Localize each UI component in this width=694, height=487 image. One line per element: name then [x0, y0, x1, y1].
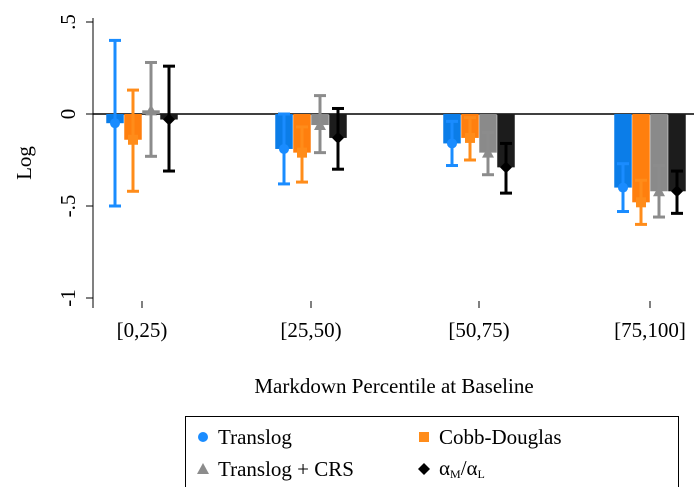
y-axis-title: Log: [12, 146, 36, 180]
point-marker: [653, 185, 665, 197]
legend-label-alpha-ratio: αM/αL: [439, 456, 485, 481]
point-marker: [465, 132, 475, 143]
point-marker: [279, 143, 289, 154]
point-marker: [110, 118, 120, 129]
legend-item-translog-crs: Translog + CRS: [196, 454, 354, 484]
point-marker: [314, 119, 326, 131]
point-marker: [447, 138, 457, 149]
bar: [650, 114, 668, 192]
legend-label-cobb-douglas: Cobb-Douglas: [439, 424, 562, 449]
point-marker: [128, 134, 138, 145]
point-marker: [671, 185, 683, 198]
circle-marker-icon: [198, 432, 208, 442]
y-tick-label: .5: [56, 14, 80, 30]
point-marker: [482, 146, 494, 158]
x-tick-label: [25,50): [280, 318, 341, 342]
x-axis-title: Markdown Percentile at Baseline: [254, 374, 533, 398]
x-tick-label: [0,25): [117, 318, 168, 342]
triangle-marker-icon: [197, 463, 209, 474]
bar: [614, 114, 632, 188]
legend-item-cobb-douglas: Cobb-Douglas: [417, 422, 562, 452]
legend-label-translog-crs: Translog + CRS: [218, 456, 354, 481]
point-marker: [297, 147, 307, 158]
plot-area: .5 0 -.5 -1 [0,25) [25,50) [50,75) [75,100]: [56, 14, 694, 342]
x-tick-label: [50,75): [448, 318, 509, 342]
legend: Translog Cobb-Douglas Translog + CRS αM/…: [185, 416, 679, 487]
legend-item-translog: Translog: [196, 422, 292, 452]
diamond-marker-icon: [418, 463, 430, 475]
point-marker: [500, 161, 512, 174]
point-marker: [332, 131, 344, 144]
y-tick-label: 0: [56, 109, 80, 120]
point-marker: [618, 182, 628, 193]
x-tick-label: [75,100]: [614, 318, 686, 342]
point-marker: [163, 113, 175, 126]
legend-item-alpha-ratio: αM/αL: [417, 454, 485, 484]
point-marker: [636, 197, 646, 208]
bar: [497, 114, 515, 168]
legend-label-translog: Translog: [218, 424, 292, 449]
square-marker-icon: [419, 432, 429, 442]
y-tick-label: -1: [56, 289, 80, 307]
y-tick-label: -.5: [56, 195, 80, 218]
point-marker: [145, 104, 157, 116]
chart: .5 0 -.5 -1 [0,25) [25,50) [50,75) [75,100] Log…: [12, 14, 694, 398]
